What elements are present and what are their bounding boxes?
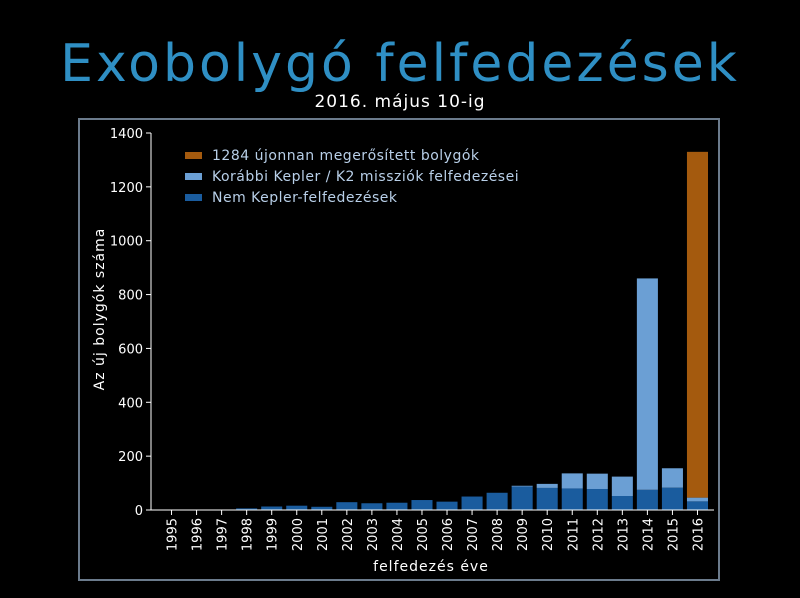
bar-non_kepler-2005 (411, 500, 433, 510)
bar-kepler-2015 (661, 468, 683, 488)
bar-new-2016 (686, 151, 708, 498)
bar-non_kepler-2007 (461, 496, 483, 510)
bar-non_kepler-2016 (686, 501, 708, 510)
bar-kepler-2009 (511, 485, 533, 487)
x-tick-label: 2009 (516, 518, 531, 551)
chart-frame (78, 118, 720, 581)
legend-swatch-kepler (185, 173, 202, 180)
bar-non_kepler-2013 (611, 495, 633, 510)
chart-subtitle: 2016. május 10-ig (314, 92, 486, 112)
y-tick-label: 0 (135, 504, 143, 519)
legend-swatch-non_kepler (185, 194, 202, 201)
legend: 1284 újonnan megerősített bolygók Korábbi… (185, 148, 519, 206)
y-tick-label: 600 (118, 342, 143, 357)
x-tick-label: 2004 (391, 518, 406, 551)
bar-non_kepler-2002 (336, 502, 358, 510)
y-tick-label: 1200 (110, 181, 143, 196)
y-axis-label: Az új bolygók száma (92, 228, 108, 391)
bar-non_kepler-1999 (261, 506, 283, 510)
legend-label-new: 1284 újonnan megerősített bolygók (212, 148, 480, 164)
x-tick-label: 2002 (341, 518, 356, 551)
x-tick-label: 1997 (216, 518, 231, 551)
x-tick-label: 2005 (416, 518, 431, 551)
x-tick-label: 2006 (441, 518, 456, 551)
x-tick-label: 2014 (641, 518, 656, 551)
x-tick-label: 2016 (691, 518, 706, 551)
bar-non_kepler-2001 (311, 506, 333, 510)
x-tick-label: 2008 (491, 518, 506, 551)
axes-group: 0 200 400 600 800 1000 1200 1400 1995 1996 1997 199… (110, 127, 714, 551)
x-tick-label: 1998 (241, 518, 256, 551)
bar-kepler-2010 (536, 483, 558, 488)
x-axis-label: felfedezés éve (373, 559, 489, 575)
bar-non_kepler-2004 (386, 502, 408, 510)
bar-non_kepler-2010 (536, 487, 558, 510)
bar-non_kepler-2008 (486, 492, 508, 510)
x-tick-label: 2015 (666, 518, 681, 551)
bar-non_kepler-2014 (636, 489, 658, 510)
bar-kepler-2013 (611, 476, 633, 496)
x-tick-label: 2012 (591, 518, 606, 551)
x-tick-label: 1999 (266, 518, 281, 551)
bar-non_kepler-2006 (436, 501, 458, 510)
y-tick-label: 800 (118, 289, 143, 304)
bar-non_kepler-2003 (361, 503, 383, 510)
bar-non_kepler-2012 (586, 488, 608, 510)
legend-label-kepler: Korábbi Kepler / K2 missziók felfedezése… (212, 169, 519, 185)
bar-non_kepler-2015 (661, 487, 683, 510)
bar-non_kepler-1998 (236, 508, 258, 510)
x-tick-label: 1995 (166, 518, 181, 551)
bars-group (161, 151, 708, 511)
bar-non_kepler-2009 (511, 486, 533, 510)
bar-non_kepler-2000 (286, 505, 308, 510)
x-tick-label: 2011 (566, 518, 581, 551)
y-tick-label: 400 (118, 396, 143, 411)
bar-kepler-2014 (636, 278, 658, 490)
bar-kepler-2016 (686, 497, 708, 502)
chart-title: Exobolygó felfedezések (60, 34, 740, 94)
x-tick-label: 2013 (616, 518, 631, 551)
legend-label-non_kepler: Nem Kepler-felfedezések (212, 190, 398, 206)
bar-kepler-2012 (586, 473, 608, 489)
x-tick-label: 1996 (191, 518, 206, 551)
bar-non_kepler-2011 (561, 488, 583, 510)
x-tick-label: 2000 (291, 518, 306, 551)
x-tick-label: 2007 (466, 518, 481, 551)
y-tick-label: 1000 (110, 235, 143, 250)
legend-swatch-new (185, 152, 202, 159)
y-tick-label: 1400 (110, 127, 143, 142)
x-tick-label: 2001 (316, 518, 331, 551)
y-tick-label: 200 (118, 450, 143, 465)
x-tick-label: 2003 (366, 518, 381, 551)
bar-kepler-2011 (561, 473, 583, 489)
x-tick-label: 2010 (541, 518, 556, 551)
